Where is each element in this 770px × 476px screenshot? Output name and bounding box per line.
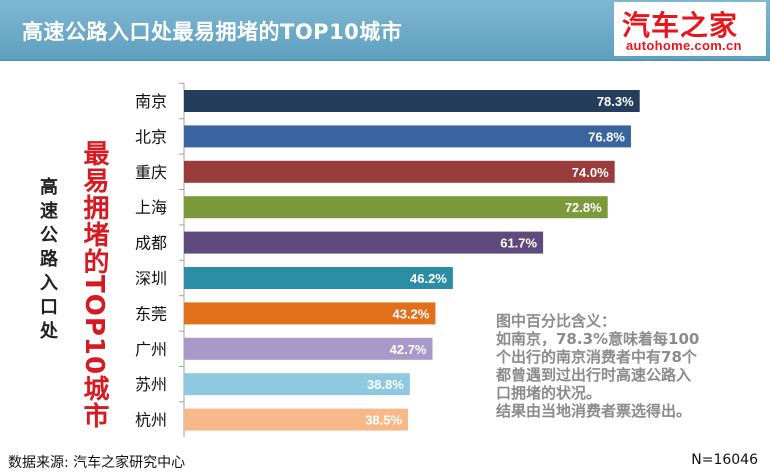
data-source: 数据来源: 汽车之家研究中心: [8, 455, 186, 471]
bar-1: [184, 90, 640, 112]
note-line: 如南京，78.3%意味着每100: [496, 330, 700, 348]
bar-6: [184, 267, 453, 289]
axis-title-char: 公: [40, 225, 58, 246]
category-label: 北京: [135, 127, 167, 146]
axis-title-char: 入: [40, 273, 58, 294]
bar-9: [184, 373, 410, 396]
value-label: 74.0%: [572, 165, 609, 180]
bar-7: [184, 302, 436, 325]
note-line: 口拥堵的状况。: [496, 384, 602, 402]
value-label: 43.2%: [393, 306, 430, 321]
chart-header: 高速公路入口处最易拥堵的TOP10城市 汽车之家 autohome.com.cn: [0, 0, 770, 61]
value-label: 61.7%: [500, 236, 537, 251]
value-label: 46.2%: [410, 271, 447, 286]
note-line: 图中百分比含义：: [496, 312, 617, 330]
logo-chinese-text: 汽车之家: [622, 9, 739, 42]
bar-10: [184, 408, 409, 431]
vertical-axis-title: 高 速 公 路 入 口 处: [37, 176, 61, 344]
category-label: 苏州: [135, 375, 167, 394]
logo-english-text: autohome.com.cn: [626, 38, 742, 53]
axis-title-char: 高: [40, 177, 58, 198]
category-label: 杭州: [135, 411, 167, 430]
category-label: 重庆: [135, 163, 167, 182]
category-label: 成都: [135, 234, 167, 253]
red-vertical-title: 最易拥堵的TOP10城市: [79, 140, 109, 430]
category-label: 东莞: [135, 304, 167, 323]
bar-2: [184, 125, 631, 148]
explanation-note: 图中百分比含义： 如南京，78.3%意味着每100 个出行的南京消费者中有78个…: [496, 312, 766, 420]
bar-8: [184, 337, 433, 360]
brand-logo: 汽车之家 autohome.com.cn: [614, 2, 766, 56]
value-label: 72.8%: [565, 200, 602, 215]
bar-5: [184, 231, 544, 254]
note-line: 个出行的南京消费者中有78个: [496, 348, 697, 366]
value-label: 76.8%: [588, 129, 625, 144]
value-label: 78.3%: [597, 94, 634, 109]
bar-3: [184, 160, 615, 183]
axis-title-char: 处: [40, 321, 58, 342]
category-label: 南京: [135, 92, 167, 111]
axis-title-char: 口: [40, 297, 58, 318]
sample-size: N=16046: [691, 452, 758, 468]
bar-4: [184, 196, 608, 219]
note-line: 结果由当地消费者票选得出。: [496, 402, 692, 420]
value-label: 42.7%: [390, 342, 427, 357]
chart-title: 高速公路入口处最易拥堵的TOP10城市: [22, 20, 403, 44]
category-label: 深圳: [135, 269, 167, 288]
note-line: 都曾遇到过出行时高速公路入: [496, 366, 692, 384]
value-label: 38.5%: [365, 413, 402, 428]
category-label: 上海: [135, 198, 167, 217]
category-label: 广州: [135, 340, 167, 359]
axis-title-char: 路: [40, 249, 58, 270]
value-label: 38.8%: [367, 377, 404, 392]
axis-title-char: 速: [40, 201, 58, 222]
